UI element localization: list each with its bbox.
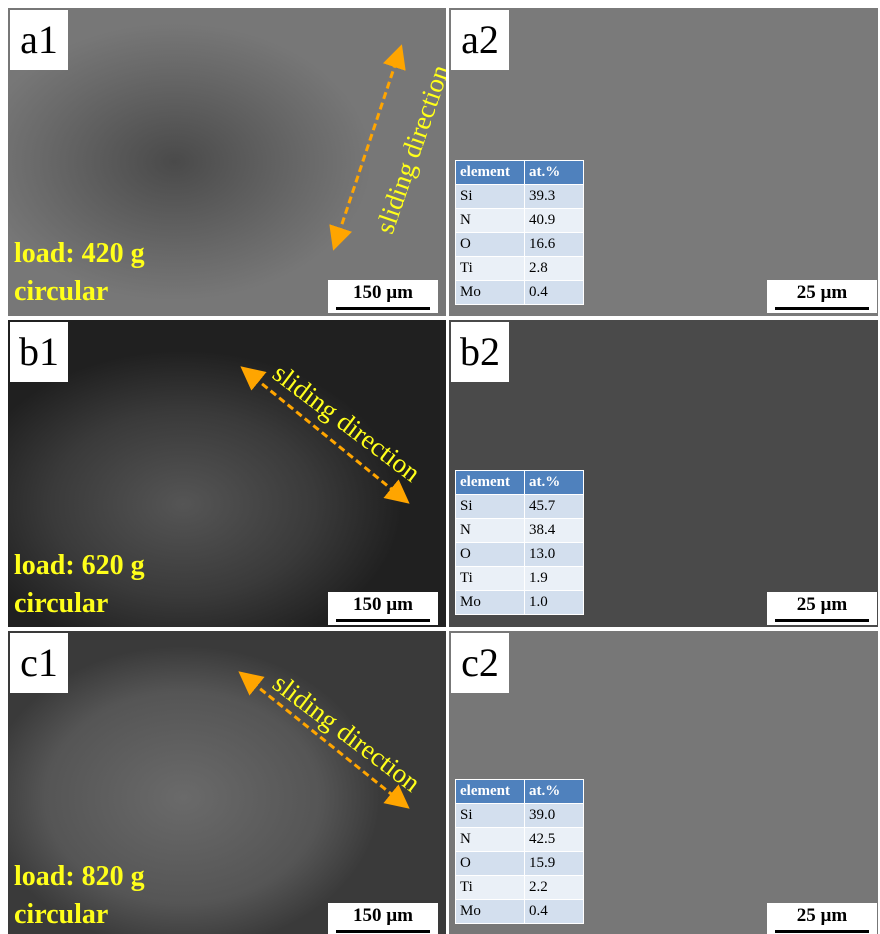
table-cell: O bbox=[456, 543, 525, 567]
figure: sliding direction a1 load: 420 g circular 15… bbox=[0, 0, 880, 934]
table-cell: Mo bbox=[456, 281, 525, 305]
sem-image: sliding direction c1 load: 820 g circular 15… bbox=[8, 631, 446, 934]
header-cell: at.% bbox=[525, 471, 584, 495]
scale-text: 25 µm bbox=[797, 282, 848, 303]
table-cell: Ti bbox=[456, 567, 525, 591]
mode-label: circular bbox=[14, 276, 108, 308]
scale-bar: 150 µm bbox=[328, 280, 438, 313]
load-label: load: 620 g bbox=[14, 550, 145, 582]
table-cell: 1.0 bbox=[525, 591, 584, 615]
table-cell: 13.0 bbox=[525, 543, 584, 567]
panel-label: c2 bbox=[451, 633, 509, 693]
panel-label: b2 bbox=[451, 322, 509, 382]
table-cell: Si bbox=[456, 185, 525, 209]
sem-image: sliding direction a1 load: 420 g circular 15… bbox=[8, 8, 446, 316]
panel-label: a1 bbox=[10, 10, 68, 70]
table-cell: Si bbox=[456, 804, 525, 828]
scale-text: 150 µm bbox=[353, 282, 413, 303]
table-cell: N bbox=[456, 828, 525, 852]
scale-bar: 25 µm bbox=[767, 592, 877, 625]
load-label: load: 820 g bbox=[14, 861, 145, 893]
table-cell: 2.8 bbox=[525, 257, 584, 281]
table-cell: 0.4 bbox=[525, 281, 584, 305]
scale-bar: 25 µm bbox=[767, 903, 877, 934]
table-cell: 16.6 bbox=[525, 233, 584, 257]
table-cell: 45.7 bbox=[525, 495, 584, 519]
direction-label: sliding direction bbox=[369, 60, 446, 237]
scale-line bbox=[336, 619, 430, 622]
header-cell: element bbox=[456, 780, 525, 804]
table-cell: Si bbox=[456, 495, 525, 519]
mode-label: circular bbox=[14, 588, 108, 620]
scale-line bbox=[775, 619, 869, 622]
table-cell: 39.0 bbox=[525, 804, 584, 828]
header-cell: at.% bbox=[525, 780, 584, 804]
scale-line bbox=[336, 307, 430, 310]
table-row: Mo0.4 bbox=[456, 281, 584, 305]
table-cell: 38.4 bbox=[525, 519, 584, 543]
mode-label: circular bbox=[14, 899, 108, 931]
header-cell: element bbox=[456, 471, 525, 495]
scale-bar: 150 µm bbox=[328, 903, 438, 934]
table-cell: N bbox=[456, 209, 525, 233]
table-cell: O bbox=[456, 233, 525, 257]
panel-label: a2 bbox=[451, 10, 509, 70]
table-cell: Mo bbox=[456, 591, 525, 615]
sem-image: sliding direction b1 load: 620 g circular 15… bbox=[8, 320, 446, 627]
table-cell: 2.2 bbox=[525, 876, 584, 900]
scale-line bbox=[775, 307, 869, 310]
direction-label: sliding direction bbox=[267, 358, 426, 488]
scale-text: 150 µm bbox=[353, 905, 413, 926]
scale-text: 150 µm bbox=[353, 594, 413, 615]
table-cell: 15.9 bbox=[525, 852, 584, 876]
table-cell: Ti bbox=[456, 257, 525, 281]
table-cell: 39.3 bbox=[525, 185, 584, 209]
table-cell: O bbox=[456, 852, 525, 876]
table-cell: N bbox=[456, 519, 525, 543]
scale-bar: 25 µm bbox=[767, 280, 877, 313]
panel-label: c1 bbox=[10, 633, 68, 693]
table-cell: 0.4 bbox=[525, 900, 584, 924]
table-cell: Ti bbox=[456, 876, 525, 900]
panel-label: b1 bbox=[10, 322, 68, 382]
scale-text: 25 µm bbox=[797, 594, 848, 615]
scale-line bbox=[336, 930, 430, 933]
load-label: load: 420 g bbox=[14, 238, 145, 270]
table-cell: 42.5 bbox=[525, 828, 584, 852]
table-cell: 40.9 bbox=[525, 209, 584, 233]
direction-label: sliding direction bbox=[267, 668, 426, 798]
scale-line bbox=[775, 930, 869, 933]
table-cell: Mo bbox=[456, 900, 525, 924]
scale-bar: 150 µm bbox=[328, 592, 438, 625]
header-cell: element bbox=[456, 161, 525, 185]
table-cell: 1.9 bbox=[525, 567, 584, 591]
scale-text: 25 µm bbox=[797, 905, 848, 926]
header-cell: at.% bbox=[525, 161, 584, 185]
